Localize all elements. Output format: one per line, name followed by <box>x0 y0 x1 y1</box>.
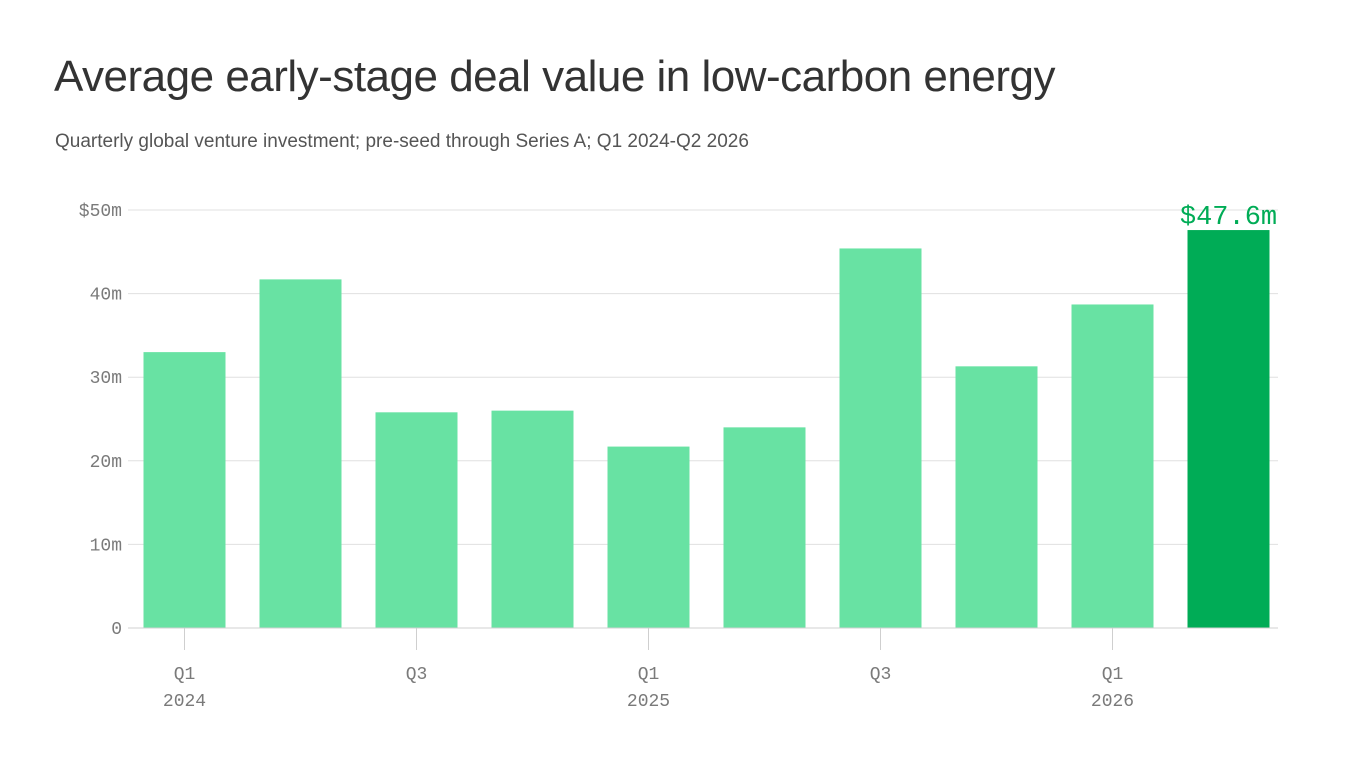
y-tick-label: 30m <box>90 369 122 389</box>
bar <box>723 427 806 628</box>
bar <box>259 279 342 628</box>
axes: 0 10m 20m 30m 40m $50m Q1 2024 Q3 Q1 2025 Q3 Q1 2026 <box>79 202 1278 712</box>
bar <box>839 248 922 628</box>
bar-highlighted <box>1187 230 1270 628</box>
y-tick-label: 40m <box>90 286 122 306</box>
chart-subtitle: Quarterly global venture investment; pre… <box>55 131 749 152</box>
x-tick-label: Q3 <box>870 665 892 685</box>
chart-title: Average early-stage deal value in low-ca… <box>54 52 1055 101</box>
bars <box>143 230 1270 628</box>
y-tick-label: $50m <box>79 202 122 222</box>
x-tick-year-label: 2024 <box>163 692 206 712</box>
data-labels: $47.6m <box>1180 203 1277 233</box>
x-tick-label: Q1 <box>1102 665 1124 685</box>
y-tick-label: 0 <box>111 620 122 640</box>
x-tick-year-label: 2025 <box>627 692 670 712</box>
y-tick-label: 10m <box>90 536 122 556</box>
y-tick-label: 20m <box>90 453 122 473</box>
x-tick-label: Q1 <box>174 665 196 685</box>
bar <box>375 412 458 628</box>
x-tick-label: Q3 <box>406 665 428 685</box>
bar <box>1071 304 1154 628</box>
x-tick-year-label: 2026 <box>1091 692 1134 712</box>
bar <box>491 410 574 628</box>
bar <box>143 352 226 628</box>
x-tick-label: Q1 <box>638 665 660 685</box>
data-label: $47.6m <box>1180 203 1277 233</box>
bar <box>955 366 1038 628</box>
bar <box>607 446 690 628</box>
